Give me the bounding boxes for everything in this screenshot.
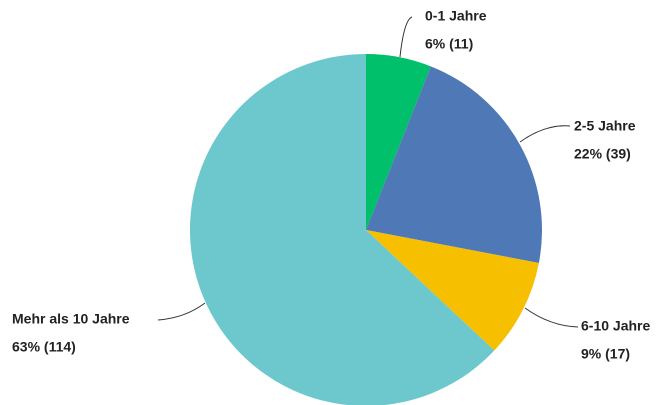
value-label: 9% (17) <box>581 346 630 362</box>
value-label: 22% (39) <box>574 146 631 162</box>
leader-line <box>519 125 571 143</box>
slice-label: 0-1 Jahre <box>425 8 487 24</box>
pie-slice <box>190 54 495 405</box>
slice-label: 6-10 Jahre <box>581 318 650 334</box>
value-label: 6% (11) <box>425 36 473 52</box>
pie-slice <box>366 66 542 263</box>
pie-slice <box>366 54 431 230</box>
pie-slice <box>366 230 539 351</box>
slice-label: 2-5 Jahre <box>574 118 636 134</box>
value-label: 63% (114) <box>12 339 76 355</box>
leader-line <box>157 302 206 321</box>
slice-label: Mehr als 10 Jahre <box>12 311 130 327</box>
leader-line <box>399 16 413 58</box>
leader-line <box>524 307 579 328</box>
